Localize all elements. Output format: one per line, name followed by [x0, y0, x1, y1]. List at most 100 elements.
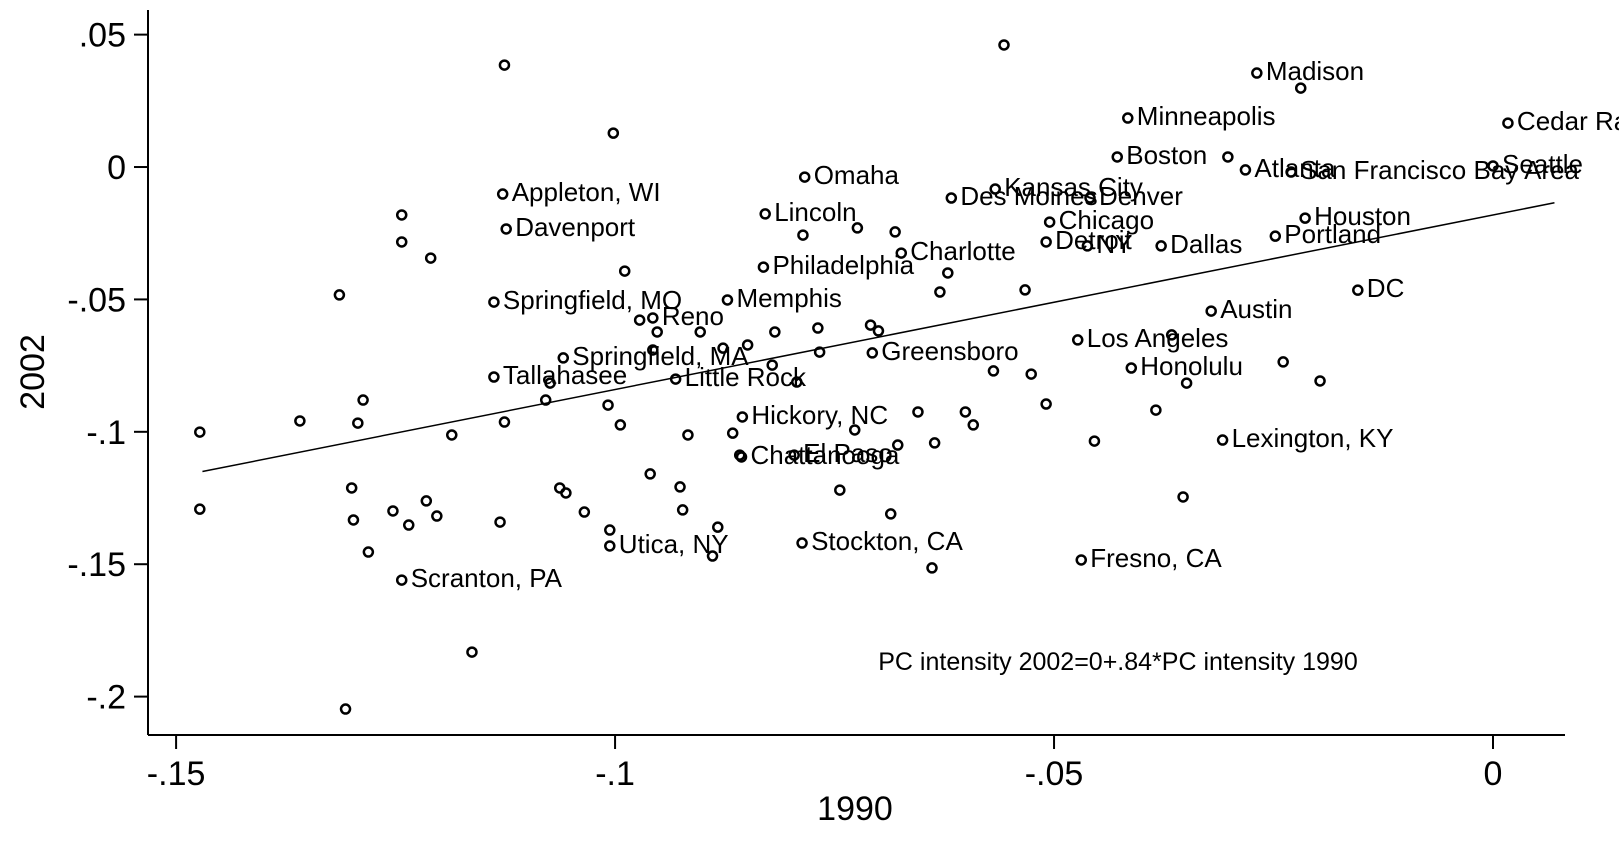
point — [602, 399, 614, 411]
point — [604, 524, 616, 536]
point — [769, 326, 781, 338]
point — [1205, 305, 1217, 317]
point-label: Honolulu — [1140, 351, 1243, 381]
point — [557, 352, 570, 364]
point — [1071, 334, 1084, 346]
y-tick-label: 0 — [107, 149, 126, 187]
point — [539, 394, 552, 406]
point-label: Cedar Rapids, IA — [1517, 106, 1619, 136]
point-label: Boston — [1126, 140, 1207, 170]
point — [194, 426, 206, 438]
point — [872, 325, 885, 337]
point — [333, 289, 346, 301]
point — [1502, 117, 1514, 129]
point — [1222, 151, 1234, 163]
point — [644, 468, 656, 480]
y-tick-label: .05 — [79, 17, 126, 55]
point-label: San Francisco Bay Area — [1300, 155, 1579, 185]
y-tick-label: -.1 — [86, 414, 126, 452]
point — [674, 481, 686, 493]
y-tick-label: -.2 — [86, 679, 126, 717]
point-label: Des Moines — [960, 181, 1097, 211]
point — [357, 394, 369, 406]
point — [1122, 112, 1134, 124]
point-label: DC — [1367, 273, 1405, 303]
x-tick-label: -.1 — [595, 755, 635, 793]
point-label: Fresno, CA — [1090, 543, 1222, 573]
point — [884, 508, 897, 520]
point-label: Kansas City — [1004, 172, 1143, 202]
point — [647, 312, 659, 324]
point — [1314, 375, 1326, 387]
point — [895, 247, 908, 259]
point — [912, 406, 924, 418]
point-label: NY — [1096, 229, 1132, 259]
point — [544, 377, 556, 389]
point — [494, 516, 506, 528]
point — [706, 550, 719, 562]
point — [735, 451, 748, 463]
point — [387, 505, 399, 517]
point-label: Madison — [1266, 56, 1364, 86]
y-axis-title: 2002 — [14, 334, 52, 410]
point-label: Tallahasee — [503, 360, 627, 390]
point — [466, 646, 478, 658]
point — [651, 326, 663, 338]
x-tick-label: -.15 — [147, 755, 206, 793]
point — [733, 449, 746, 461]
point-label: Stockton, CA — [811, 526, 963, 556]
point — [942, 267, 954, 279]
point — [934, 286, 946, 298]
point — [1251, 67, 1263, 79]
point — [726, 427, 739, 439]
point-label: Omaha — [814, 160, 900, 190]
point — [866, 347, 879, 359]
point — [1352, 284, 1364, 296]
point — [669, 373, 682, 385]
point-label: El Paso — [803, 438, 893, 468]
point — [892, 439, 904, 451]
point — [1075, 554, 1088, 566]
point — [848, 424, 861, 436]
point — [864, 319, 877, 331]
point-label: Utica, NY — [619, 529, 729, 559]
point — [759, 208, 771, 220]
point — [1216, 434, 1229, 446]
point-label: Springfield, MO — [503, 285, 682, 315]
point — [1299, 212, 1311, 224]
point — [766, 359, 778, 371]
point — [798, 171, 811, 183]
point-label: Hickory, NC — [751, 400, 888, 430]
fit-line — [202, 202, 1555, 473]
point — [1155, 240, 1167, 252]
point — [1125, 362, 1138, 374]
point — [1487, 160, 1499, 172]
y-tick-label: -.05 — [67, 281, 126, 319]
point — [496, 188, 509, 200]
point — [347, 514, 360, 526]
point — [788, 449, 800, 461]
point — [1239, 164, 1252, 176]
point — [757, 261, 770, 273]
point — [402, 519, 415, 531]
point — [682, 429, 694, 441]
point-label: Lexington, KY — [1232, 423, 1394, 453]
point — [614, 419, 627, 431]
point-label: Dallas — [1170, 229, 1242, 259]
point — [618, 265, 631, 277]
point — [1111, 151, 1123, 163]
point — [395, 209, 408, 221]
point — [928, 437, 941, 449]
x-tick-label: 0 — [1484, 755, 1503, 793]
annotation: PC intensity 2002=0+.84*PC intensity 199… — [878, 648, 1357, 676]
point-label: Memphis — [736, 283, 841, 313]
point-label: Houston — [1314, 201, 1411, 231]
point — [796, 537, 808, 549]
point-label: Chattanooga — [750, 440, 899, 470]
point — [926, 562, 938, 574]
point — [712, 521, 724, 533]
point — [812, 322, 824, 334]
point — [1294, 82, 1307, 94]
point — [498, 59, 511, 71]
point — [1277, 356, 1289, 368]
